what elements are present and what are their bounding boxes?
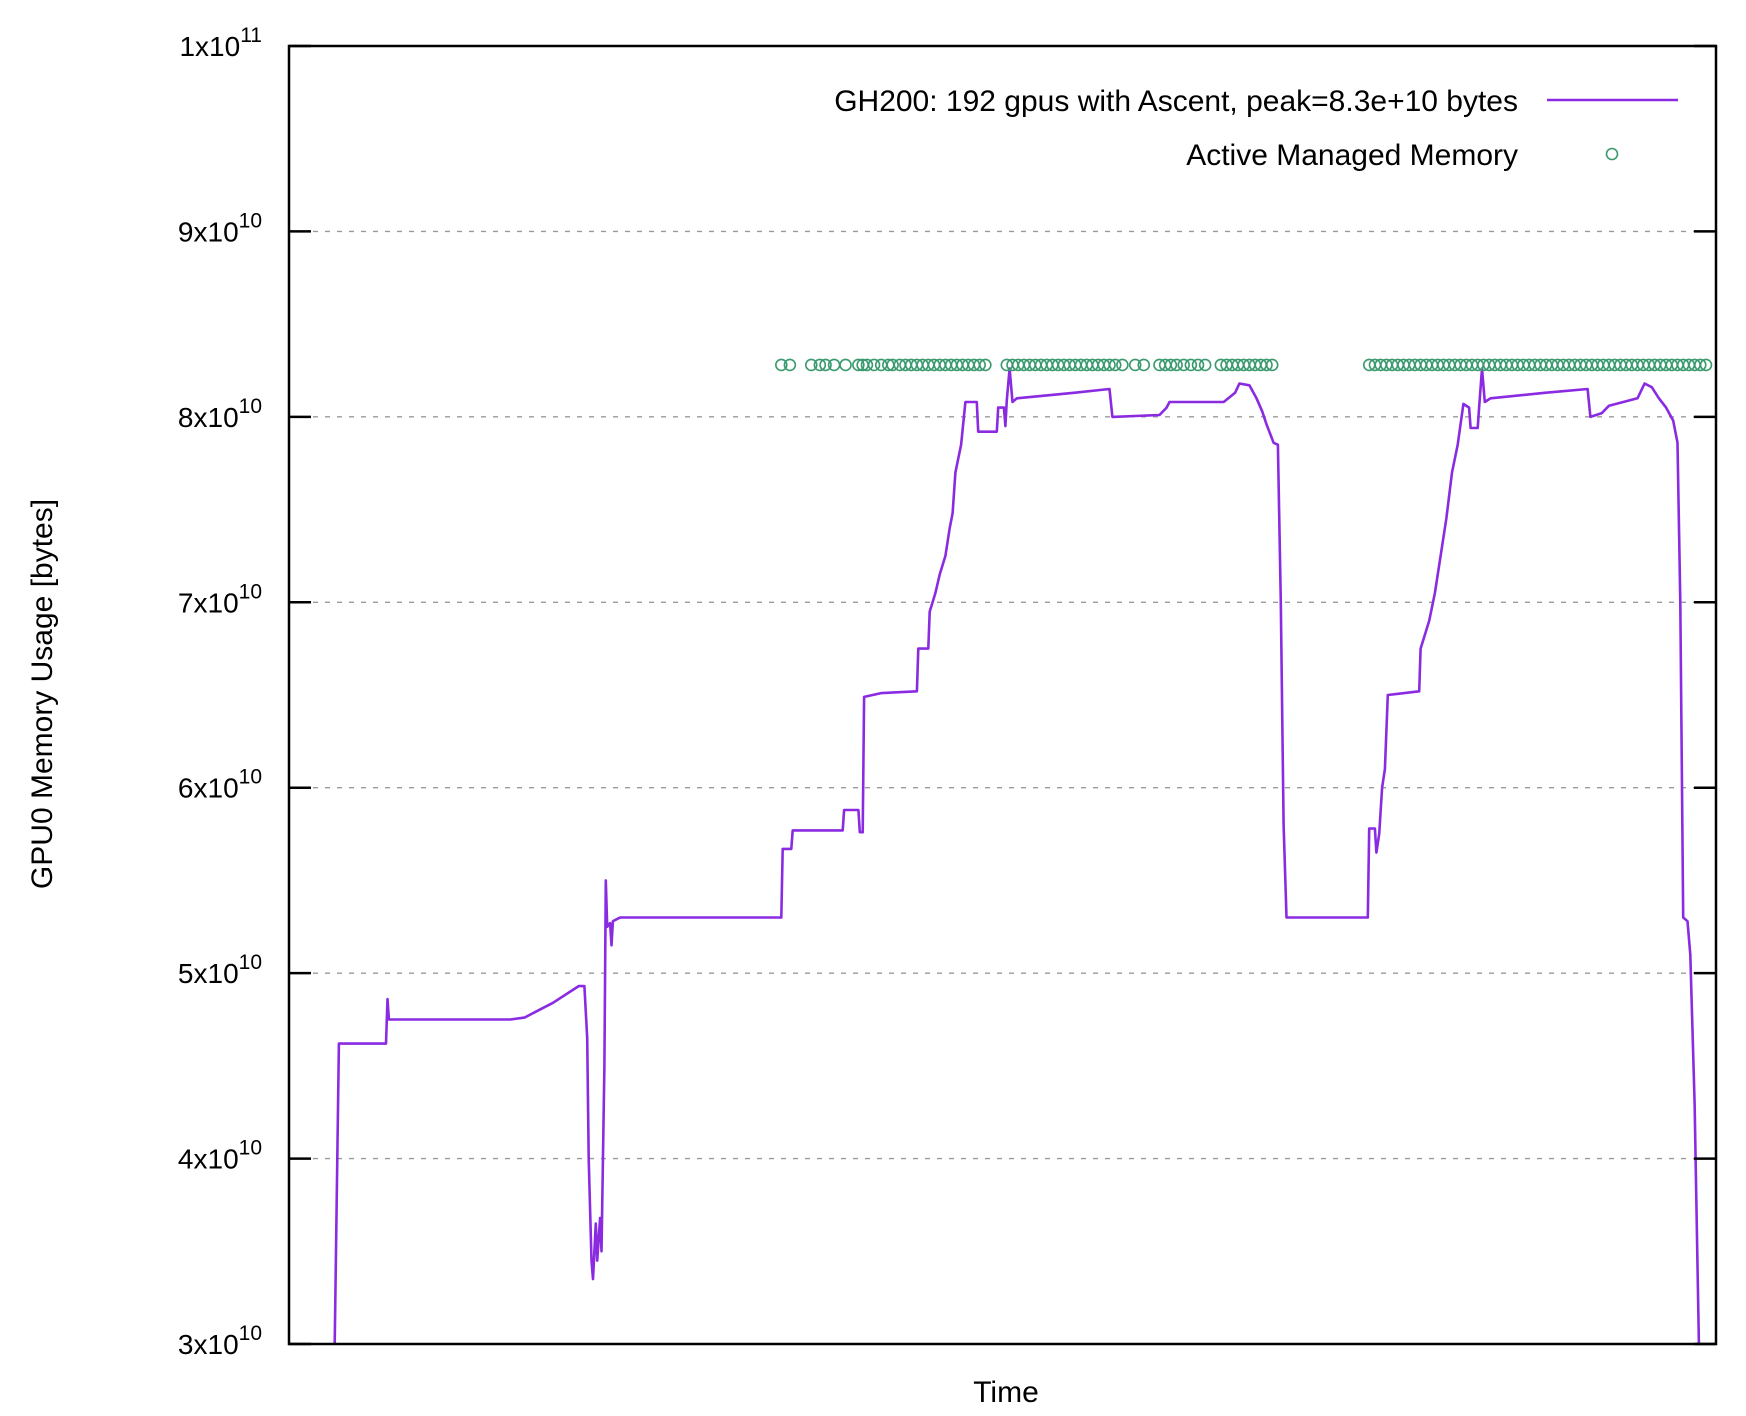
managed-memory-point: [973, 358, 986, 372]
y-tick-label: 4x1010: [178, 1137, 262, 1175]
y-tick-exponent: 10: [239, 580, 262, 603]
y-tick-exponent: 10: [239, 395, 262, 418]
y-tick-label: 5x1010: [178, 951, 262, 989]
managed-memory-point: [804, 358, 818, 372]
y-tick-exponent: 11: [240, 24, 262, 47]
series-layer: [333, 358, 1713, 1345]
managed-memory-point: [1103, 358, 1116, 372]
y-tick-label: 8x1010: [178, 395, 262, 433]
y-tick-label: 3x1010: [178, 1322, 262, 1360]
managed-memory-point: [1184, 358, 1198, 372]
managed-memory-point: [1699, 358, 1713, 372]
legend: GH200: 192 gpus with Ascent, peak=8.3e+1…: [834, 85, 1678, 172]
managed-memory-point: [819, 358, 832, 372]
plot-frame: [287, 44, 1718, 1346]
managed-memory-point: [1265, 358, 1279, 372]
managed-memory-point: [1191, 358, 1205, 372]
managed-memory-point: [1137, 358, 1151, 372]
managed-memory-point: [1694, 358, 1707, 372]
x-axis-label: Time: [973, 1376, 1039, 1409]
managed-memory-point: [775, 358, 788, 372]
y-tick-exponent: 10: [239, 1322, 262, 1345]
managed-memory-point: [852, 358, 865, 372]
y-tick-label: 6x1010: [178, 766, 262, 804]
managed-memory-point: [783, 358, 797, 372]
managed-memory-point: [1177, 358, 1191, 372]
y-tick-label: 9x1010: [178, 209, 262, 247]
y-tick-label: 7x1010: [178, 580, 262, 618]
managed-memory-point: [1128, 358, 1142, 372]
managed-memory-point: [1116, 358, 1129, 372]
managed-memory-point: [839, 358, 852, 372]
y-tick-label: 1x1011: [179, 24, 262, 62]
managed-memory-point: [979, 358, 992, 372]
y-tick-labels: 3x1010 4x1010 5x1010 6x1010 7x1010 8x1010 9x10…: [178, 24, 262, 1360]
managed-memory-point: [1170, 358, 1183, 372]
series-line-memory-usage: [333, 367, 1701, 1345]
y-tick-exponent: 10: [239, 1137, 262, 1160]
managed-memory-point: [1260, 358, 1273, 372]
managed-memory-point: [1108, 358, 1122, 372]
managed-memory-point: [867, 358, 881, 372]
managed-memory-point: [813, 358, 827, 372]
y-tick-exponent: 10: [239, 951, 262, 974]
managed-memory-point: [1164, 358, 1178, 372]
y-axis-label: GPU0 Memory Usage [bytes]: [26, 499, 59, 889]
legend-label-managed-memory: Active Managed Memory: [1186, 139, 1518, 172]
managed-memory-point: [860, 358, 874, 372]
legend-sample-managed-memory-point: [1605, 147, 1619, 161]
y-tick-exponent: 10: [239, 209, 262, 232]
managed-memory-point: [1198, 358, 1212, 372]
axes: [287, 44, 1718, 1346]
y-tick-exponent: 10: [239, 766, 262, 789]
managed-memory-point: [886, 358, 899, 372]
legend-label-usage: GH200: 192 gpus with Ascent, peak=8.3e+1…: [834, 85, 1518, 118]
